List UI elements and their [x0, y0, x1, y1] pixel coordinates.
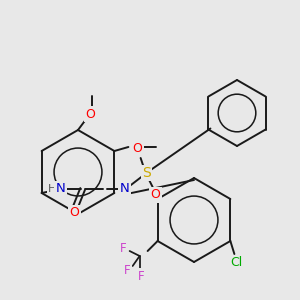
Text: N: N	[120, 182, 130, 196]
Text: O: O	[85, 107, 95, 121]
Text: S: S	[142, 166, 151, 180]
Text: O: O	[133, 142, 142, 155]
Text: N: N	[56, 182, 65, 196]
Text: F: F	[124, 263, 131, 277]
Text: F: F	[138, 269, 145, 283]
Text: F: F	[120, 242, 127, 254]
Text: H: H	[47, 184, 56, 194]
Text: O: O	[151, 188, 160, 202]
Text: O: O	[70, 206, 80, 220]
Text: O: O	[131, 140, 141, 152]
Text: Cl: Cl	[230, 256, 242, 269]
